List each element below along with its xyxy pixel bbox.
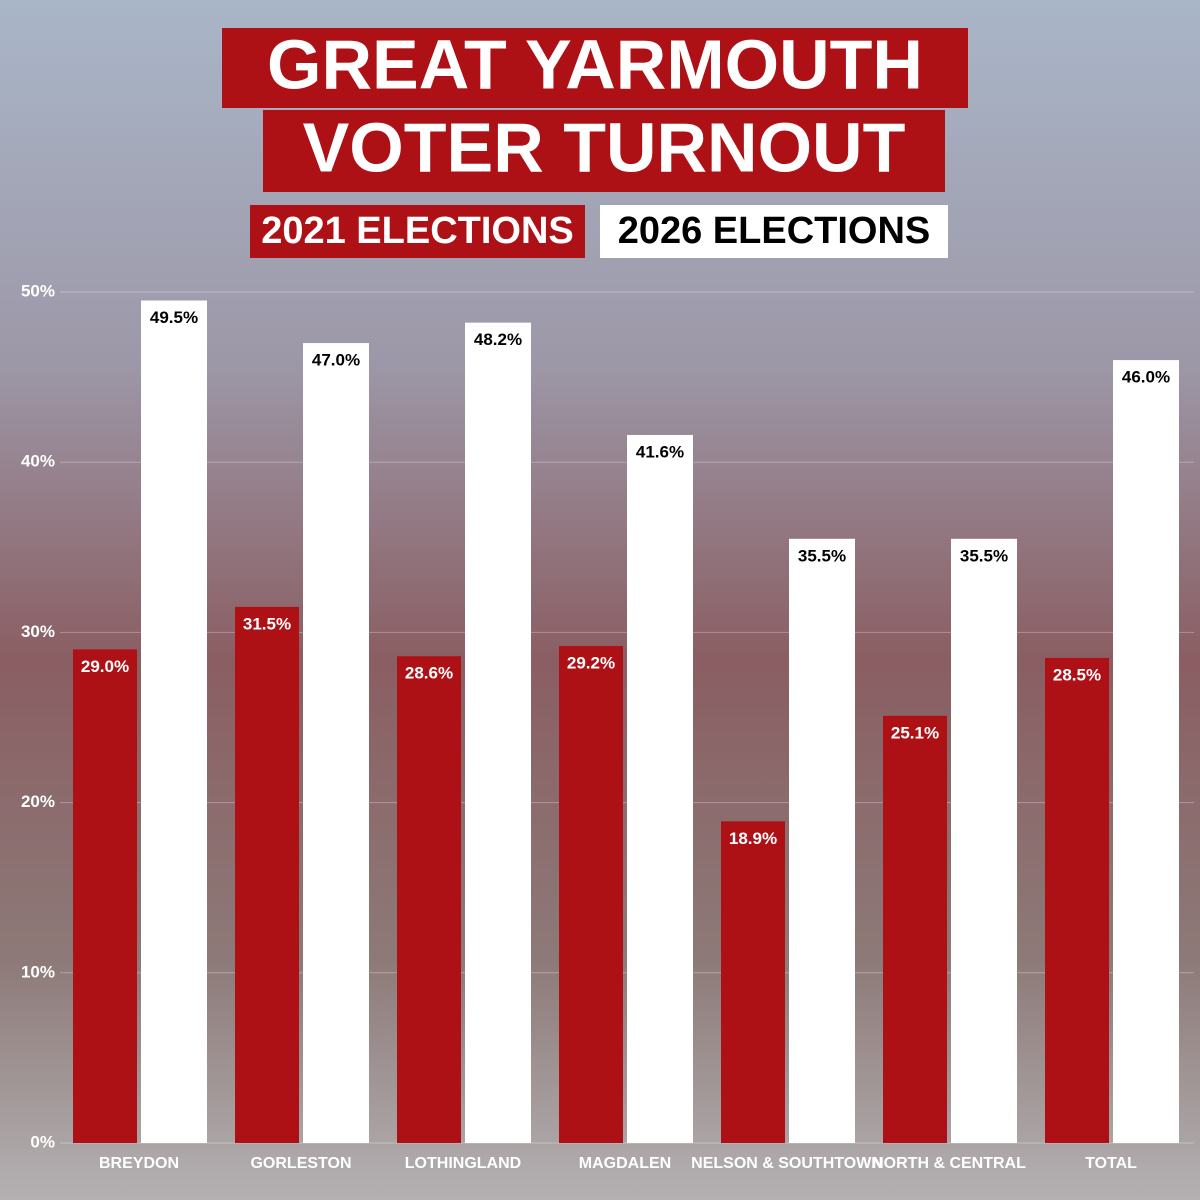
bar xyxy=(303,343,369,1143)
value-label: 41.6% xyxy=(636,442,684,461)
legend-swatch xyxy=(250,205,585,258)
x-tick-label: NELSON & SOUTHTOWN xyxy=(691,1155,883,1172)
bar xyxy=(789,538,855,1143)
legend-swatch xyxy=(600,205,948,258)
y-tick-label: 20% xyxy=(21,792,55,811)
bar xyxy=(1113,360,1179,1144)
bar xyxy=(1045,657,1109,1143)
x-tick-label: NORTH & CENTRAL xyxy=(872,1155,1026,1172)
bar xyxy=(397,656,461,1143)
value-label: 28.6% xyxy=(405,664,453,683)
y-tick-label: 50% xyxy=(21,281,55,300)
x-tick-label: BREYDON xyxy=(99,1155,179,1172)
x-tick-label: LOTHINGLAND xyxy=(405,1155,521,1172)
value-label: 18.9% xyxy=(729,829,777,848)
value-label: 35.5% xyxy=(960,546,1008,565)
y-tick-label: 0% xyxy=(30,1132,55,1151)
chart-title: VOTER TURNOUT xyxy=(303,108,906,186)
bar xyxy=(883,715,947,1143)
bar xyxy=(465,322,531,1143)
value-label: 28.5% xyxy=(1053,665,1101,684)
value-label: 31.5% xyxy=(243,614,291,633)
y-tick-label: 10% xyxy=(21,962,55,981)
value-label: 35.5% xyxy=(798,546,846,565)
x-tick-label: MAGDALEN xyxy=(579,1155,671,1172)
bar xyxy=(951,538,1017,1143)
value-label: 47.0% xyxy=(312,351,360,370)
legend-label: 2021 ELECTIONS xyxy=(261,210,574,252)
chart-title: GREAT YARMOUTH xyxy=(267,25,923,103)
value-label: 25.1% xyxy=(891,723,939,742)
value-label: 48.2% xyxy=(474,330,522,349)
y-tick-label: 40% xyxy=(21,452,55,471)
x-tick-label: GORLESTON xyxy=(250,1155,351,1172)
value-label: 29.0% xyxy=(81,657,129,676)
y-tick-label: 30% xyxy=(21,622,55,641)
bar xyxy=(559,646,623,1143)
title-box xyxy=(263,110,945,192)
bar xyxy=(73,649,137,1143)
value-label: 29.2% xyxy=(567,654,615,673)
bar xyxy=(141,300,207,1143)
title-box xyxy=(222,28,968,108)
legend-label: 2026 ELECTIONS xyxy=(618,210,931,252)
value-label: 49.5% xyxy=(150,308,198,327)
bar xyxy=(235,606,299,1143)
x-tick-label: TOTAL xyxy=(1085,1155,1137,1172)
bar xyxy=(721,821,785,1143)
bar xyxy=(627,434,693,1143)
value-label: 46.0% xyxy=(1122,368,1170,387)
